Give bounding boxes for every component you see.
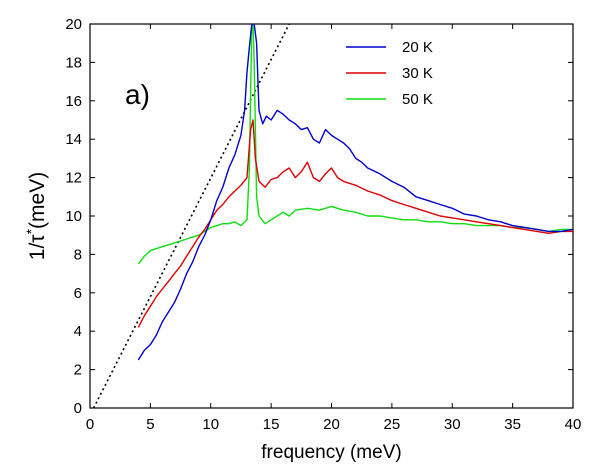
plot-frame [89,23,574,409]
x-tick-label: 10 [202,416,219,433]
y-tick-label: 10 [65,208,82,225]
x-tick-label: 35 [504,416,521,433]
x-tick-label: 30 [444,416,461,433]
y-tick-label: 0 [74,400,82,417]
y-tick-label: 18 [65,54,82,71]
x-tick-label: 25 [384,416,401,433]
x-tick-label: 5 [146,416,154,433]
reference-line-dotted [92,24,290,408]
y-tick-label: 4 [74,323,82,340]
y-axis-title: 1/τ*(meV) [23,172,49,260]
x-tick-label: 20 [323,416,340,433]
ticks-group: 0 5 10 15 20 25 30 35 40 0 2 4 6 8 10 12 14 16 18 20 [65,16,581,433]
x-tick-label: 40 [565,416,582,433]
plot-area: 0 5 10 15 20 25 30 35 40 0 2 4 6 8 10 12 14 16 18 20 [65,16,581,433]
legend: 20 K 30 K 50 K [346,39,433,108]
y-axis-title-unit: (meV) [26,172,49,229]
y-tick-label: 8 [74,246,82,263]
y-tick-label: 14 [65,131,82,148]
y-tick-label: 6 [74,285,82,302]
y-axis-title-main: 1/τ [26,234,49,261]
panel-label: a) [125,79,150,110]
series-line-30k [137,119,573,328]
y-tick-label: 2 [74,362,82,379]
x-tick-label: 15 [263,416,280,433]
series-group [92,24,573,408]
series-line-50k [137,24,573,265]
x-axis-title: frequency (meV) [261,442,401,463]
y-tick-label: 16 [65,93,82,110]
y-tick-label: 12 [65,170,82,187]
y-axis-title-sup: * [23,228,39,234]
y-tick-label: 20 [65,16,82,33]
series-line-20k [137,24,573,361]
x-tick-label: 0 [86,416,94,433]
legend-label: 20 K [402,39,433,56]
legend-label: 30 K [402,65,433,82]
legend-label: 50 K [402,91,433,108]
